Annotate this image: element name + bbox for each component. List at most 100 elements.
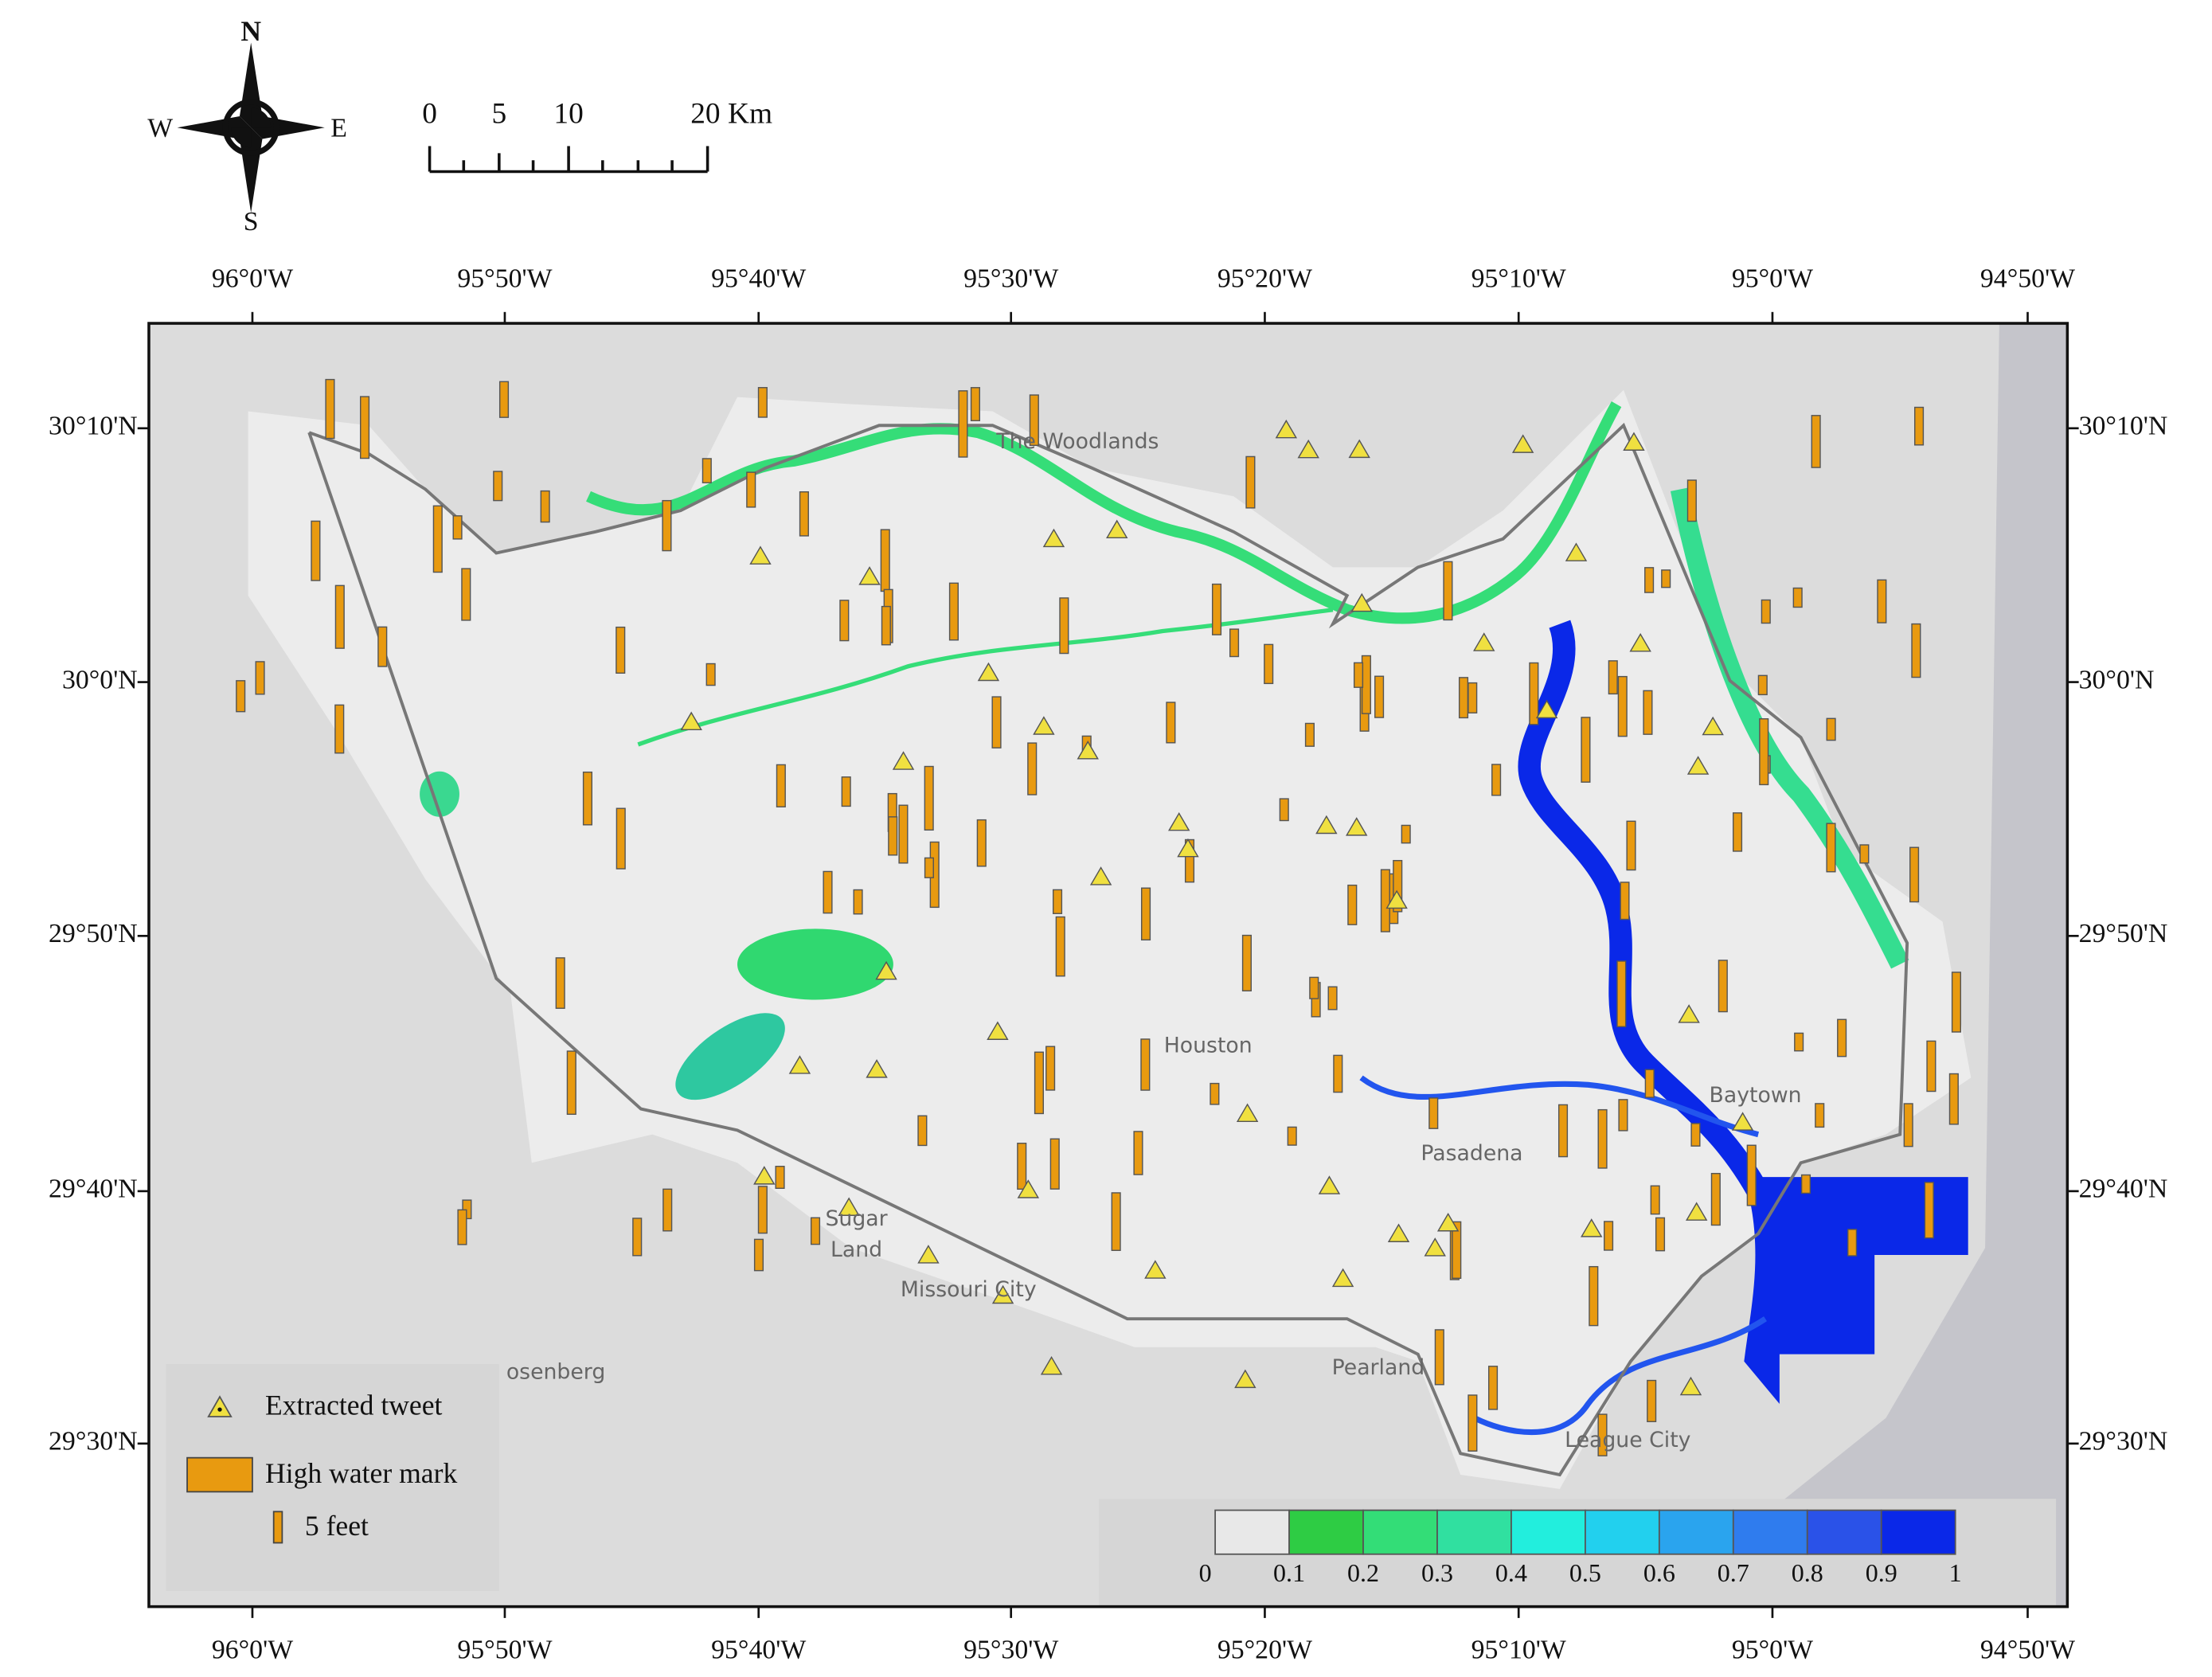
- place-label: Land: [830, 1237, 882, 1262]
- high-water-mark-bar: [1650, 1185, 1660, 1215]
- high-water-mark-bar: [1794, 1032, 1804, 1052]
- colorbar-cell: [1436, 1509, 1512, 1555]
- high-water-mark-bar: [1581, 717, 1591, 783]
- high-water-mark-bar: [881, 605, 891, 646]
- colorbar-cell: [1658, 1509, 1734, 1555]
- high-water-mark-bar: [924, 765, 934, 831]
- tweet-marker: [1033, 716, 1055, 735]
- high-water-mark-bar: [334, 704, 345, 754]
- high-water-mark-bar: [1686, 479, 1697, 522]
- high-water-mark-bar: [1811, 415, 1821, 468]
- tweet-marker: [788, 1055, 811, 1074]
- high-water-mark-bar: [1111, 1192, 1121, 1251]
- high-water-mark-bar: [1434, 1329, 1444, 1386]
- high-water-mark-bar: [1443, 561, 1453, 621]
- colorbar-label: 0.8: [1792, 1558, 1823, 1587]
- high-water-mark-bar: [1304, 722, 1315, 747]
- high-water-mark-bar: [775, 1166, 785, 1189]
- latitude-label: 29°50'N: [49, 919, 138, 948]
- high-water-mark-bar: [1279, 798, 1289, 822]
- high-water-mark-bar: [924, 857, 934, 878]
- high-water-mark-bar: [1393, 859, 1403, 913]
- tweet-marker: [1473, 632, 1495, 651]
- colorbar-cell: [1585, 1509, 1660, 1555]
- high-water-mark-bar: [1655, 1217, 1666, 1252]
- longitude-label: 95°0'W: [1732, 264, 1813, 293]
- longitude-label: 95°20'W: [1217, 1635, 1312, 1664]
- high-water-mark-bar: [1353, 662, 1364, 688]
- compass-south: S: [244, 207, 259, 236]
- legend: Extracted tweet High water mark 5 feet: [166, 1364, 499, 1592]
- high-water-mark-bar: [632, 1218, 643, 1257]
- high-water-mark-bar: [810, 1217, 821, 1245]
- tweet-marker: [1275, 419, 1298, 439]
- place-label: Sugar: [825, 1206, 887, 1231]
- high-water-mark-bar: [702, 458, 712, 483]
- longitude-label: 95°40'W: [711, 1635, 806, 1664]
- high-water-mark-bar: [917, 1115, 928, 1147]
- high-water-mark-bar: [461, 568, 471, 621]
- high-water-mark-bar: [1847, 1229, 1858, 1257]
- tweet-marker: [1297, 439, 1319, 459]
- colorbar-label: 0.1: [1273, 1558, 1305, 1587]
- high-water-mark-bar: [958, 390, 968, 458]
- high-water-mark-bar: [1487, 1366, 1499, 1410]
- high-water-mark-bar: [1792, 587, 1803, 608]
- high-water-mark-bar: [1618, 1099, 1628, 1132]
- high-water-mark-bar: [839, 600, 850, 642]
- high-water-mark-bar: [325, 378, 335, 440]
- longitude-label: 95°50'W: [457, 264, 552, 293]
- longitude-label: 96°0'W: [212, 264, 293, 293]
- high-water-mark-bar: [432, 505, 443, 573]
- high-water-mark-bar: [662, 1188, 673, 1232]
- high-water-mark-bar: [1241, 934, 1253, 992]
- tweet-marker: [1535, 699, 1558, 719]
- tweet-marker: [1702, 716, 1724, 736]
- high-water-mark-bar: [1746, 1144, 1757, 1206]
- tweet-marker: [1042, 528, 1065, 548]
- tweet-marker: [1686, 756, 1710, 775]
- high-water-mark-bar: [841, 776, 851, 807]
- tweet-marker: [991, 1284, 1014, 1304]
- tweet-marker: [1424, 1237, 1446, 1257]
- high-water-mark-bar: [1491, 764, 1502, 796]
- high-water-mark-bar: [991, 696, 1002, 749]
- tweet-marker: [680, 711, 702, 731]
- latitude-label: 29°30'N: [2079, 1427, 2168, 1456]
- high-water-mark-bar: [1643, 690, 1653, 735]
- high-water-mark-bar: [662, 499, 672, 552]
- latitude-label: 30°10'N: [2079, 412, 2168, 441]
- longitude-label: 95°40'W: [711, 264, 806, 293]
- scale-label: 10: [553, 98, 583, 131]
- high-water-mark-bar: [1211, 583, 1222, 635]
- high-water-mark-bar: [1309, 976, 1319, 999]
- high-water-mark-bar: [1333, 1054, 1343, 1093]
- longitude-label: 94°50'W: [1980, 264, 2075, 293]
- high-water-mark-bar: [1620, 882, 1630, 921]
- colorbar-label: 0.9: [1866, 1558, 1897, 1587]
- tweet-marker: [1581, 1218, 1603, 1237]
- high-water-mark-bar: [888, 816, 898, 856]
- longitude-label: 95°0'W: [1732, 1635, 1813, 1664]
- place-label: Houston: [1164, 1034, 1253, 1058]
- tweet-marker: [1678, 1004, 1700, 1023]
- high-water-mark-bar: [1826, 823, 1836, 873]
- tweet-marker: [1346, 817, 1368, 836]
- high-water-mark-bar: [566, 1050, 576, 1116]
- high-water-mark-bar: [1166, 702, 1176, 744]
- tweet-marker: [1077, 741, 1099, 760]
- compass-east: E: [330, 114, 347, 143]
- high-water-mark-bar: [1210, 1082, 1220, 1105]
- place-label: Baytown: [1710, 1083, 1802, 1108]
- high-water-mark-bar: [582, 771, 593, 826]
- high-water-mark-bar: [1800, 1174, 1811, 1194]
- colorbar-cell: [1510, 1509, 1586, 1555]
- high-water-mark-bar: [1911, 623, 1921, 678]
- colorbar-label: 0.5: [1569, 1558, 1601, 1587]
- longitude-label: 95°30'W: [963, 264, 1058, 293]
- high-water-mark-bar: [1045, 1046, 1056, 1091]
- colorbar-cell: [1880, 1509, 1956, 1555]
- place-label: League City: [1565, 1428, 1690, 1452]
- high-water-mark-bar: [1877, 579, 1887, 624]
